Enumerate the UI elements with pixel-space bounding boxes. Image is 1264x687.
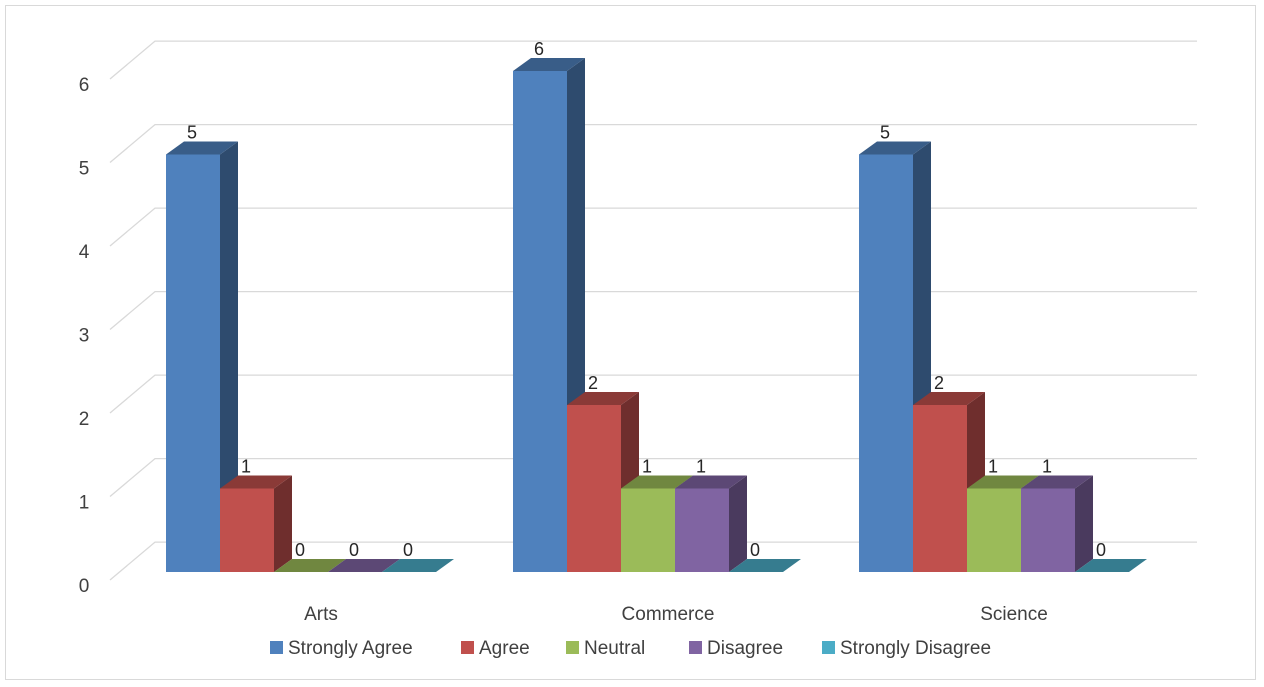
bar-top xyxy=(1021,475,1093,489)
bar-arts-agree xyxy=(220,475,292,572)
data-label-arts-strongly-disagree: 0 xyxy=(403,540,413,560)
data-label-arts-disagree: 0 xyxy=(349,540,359,560)
bar-arts-neutral xyxy=(274,559,346,572)
bar-arts-strongly-disagree xyxy=(382,559,454,572)
data-label-science-agree: 2 xyxy=(934,373,944,393)
y-tick-label: 3 xyxy=(79,326,90,347)
bar-commerce-disagree xyxy=(675,475,747,572)
bars xyxy=(166,58,1147,572)
bar-commerce-strongly-agree xyxy=(513,58,585,572)
bar-front xyxy=(913,405,967,572)
gridline xyxy=(109,290,1197,330)
legend-swatch xyxy=(270,641,283,654)
gridline xyxy=(109,40,1197,80)
data-label-commerce-disagree: 1 xyxy=(696,457,706,477)
bar-top xyxy=(220,475,292,489)
bar-top xyxy=(328,559,400,572)
y-tick-label: 0 xyxy=(79,576,90,597)
y-axis-ticks: 0 1 2 3 4 5 6 xyxy=(79,75,90,597)
data-label-arts-strongly-agree: 5 xyxy=(187,123,197,143)
bar-arts-disagree xyxy=(328,559,400,572)
gridline xyxy=(109,123,1197,163)
bar-top xyxy=(1075,559,1147,572)
bar-top xyxy=(567,392,639,405)
y-tick-label: 4 xyxy=(79,242,90,263)
legend-item-neutral: Neutral xyxy=(566,638,645,659)
bar-front xyxy=(166,154,220,572)
bar-top xyxy=(621,475,693,489)
bar-top xyxy=(967,475,1039,489)
bar-science-disagree xyxy=(1021,475,1093,572)
legend-swatch xyxy=(566,641,579,654)
legend-swatch xyxy=(689,641,702,654)
data-label-science-disagree: 1 xyxy=(1042,457,1052,477)
data-label-science-strongly-disagree: 0 xyxy=(1096,540,1106,560)
y-tick-label: 2 xyxy=(79,409,90,430)
bar-front xyxy=(675,488,729,572)
data-labels: 5 1 0 0 0 6 2 1 1 0 5 2 1 1 0 xyxy=(187,39,1106,560)
bar-top xyxy=(382,559,454,572)
bar-front xyxy=(220,488,274,572)
data-label-science-strongly-agree: 5 xyxy=(880,123,890,143)
data-label-arts-neutral: 0 xyxy=(295,540,305,560)
bar-front xyxy=(621,488,675,572)
data-label-commerce-neutral: 1 xyxy=(642,457,652,477)
x-category-label: Arts xyxy=(304,604,338,625)
y-tick-label: 1 xyxy=(79,493,90,514)
bar-front xyxy=(513,71,567,572)
legend-label: Neutral xyxy=(584,638,645,659)
bar-top xyxy=(513,58,585,71)
legend-item-agree: Agree xyxy=(461,638,530,659)
x-category-label: Science xyxy=(980,604,1048,625)
x-category-label: Commerce xyxy=(622,604,715,625)
x-axis-categories: Arts Commerce Science xyxy=(304,604,1048,625)
legend-label: Agree xyxy=(479,638,530,659)
legend-label: Disagree xyxy=(707,638,783,659)
bar-top xyxy=(274,559,346,572)
y-tick-label: 5 xyxy=(79,159,90,180)
gridline xyxy=(109,457,1197,497)
bar-side xyxy=(220,141,238,572)
y-tick-label: 6 xyxy=(79,75,90,96)
bar-commerce-strongly-disagree xyxy=(729,559,801,572)
bar-side xyxy=(274,475,292,572)
data-label-commerce-strongly-disagree: 0 xyxy=(750,540,760,560)
bar-top xyxy=(675,475,747,489)
data-label-commerce-strongly-agree: 6 xyxy=(534,39,544,59)
gridline xyxy=(109,207,1197,247)
gridline xyxy=(109,541,1197,581)
legend-label: Strongly Agree xyxy=(288,638,413,659)
data-label-science-neutral: 1 xyxy=(988,457,998,477)
legend-item-strongly-disagree: Strongly Disagree xyxy=(822,638,991,659)
data-label-commerce-agree: 2 xyxy=(588,373,598,393)
bar-side xyxy=(1075,475,1093,572)
legend-label: Strongly Disagree xyxy=(840,638,991,659)
legend-swatch xyxy=(461,641,474,654)
bar-side xyxy=(729,475,747,572)
gridlines xyxy=(109,40,1197,581)
bar-top xyxy=(729,559,801,572)
bar-front xyxy=(967,488,1021,572)
legend-item-strongly-agree: Strongly Agree xyxy=(270,638,413,659)
bar-science-strongly-disagree xyxy=(1075,559,1147,572)
legend-item-disagree: Disagree xyxy=(689,638,783,659)
bar-arts-strongly-agree xyxy=(166,141,238,572)
legend: Strongly Agree Agree Neutral Disagree Strong… xyxy=(270,638,991,659)
bar-front xyxy=(859,154,913,572)
bar-top xyxy=(166,141,238,155)
bar-front xyxy=(1021,488,1075,572)
bar-science-agree xyxy=(913,392,985,572)
bar-top xyxy=(859,141,931,155)
gridline xyxy=(109,374,1197,414)
bar-front xyxy=(567,405,621,572)
legend-swatch xyxy=(822,641,835,654)
bar-top xyxy=(913,392,985,405)
data-label-arts-agree: 1 xyxy=(241,457,251,477)
